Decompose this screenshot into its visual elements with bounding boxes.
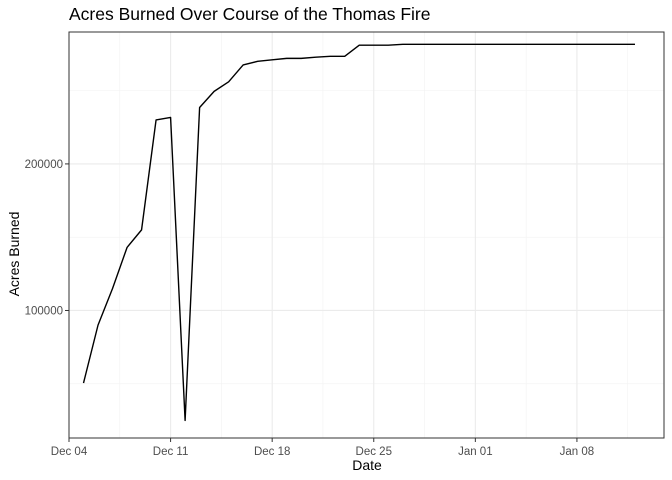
acres-burned-line — [82, 43, 635, 422]
x-tick-label: Jan 08 — [560, 446, 595, 458]
y-axis-title: Acres Burned — [6, 212, 22, 297]
x-tick-label: Dec 18 — [254, 446, 290, 458]
x-axis: Dec 04 Dec 11 Dec 18 Dec 25 Jan 01 Jan 08 — [51, 438, 594, 458]
chart-title: Acres Burned Over Course of the Thomas F… — [69, 4, 431, 24]
y-axis: 100000 200000 — [25, 159, 69, 317]
x-tick-label: Dec 25 — [356, 446, 392, 458]
major-gridlines — [68, 32, 664, 438]
panel-border — [68, 31, 665, 439]
minor-gridlines — [69, 32, 664, 438]
x-tick-label: Dec 11 — [153, 446, 189, 458]
y-tick-label: 100000 — [25, 305, 63, 317]
plot-panel — [68, 31, 665, 439]
x-tick-label: Jan 01 — [458, 446, 493, 458]
x-axis-title: Date — [352, 457, 382, 473]
series-layer — [82, 43, 635, 422]
y-tick-label: 200000 — [25, 159, 63, 171]
x-tick-label: Dec 04 — [51, 446, 88, 458]
